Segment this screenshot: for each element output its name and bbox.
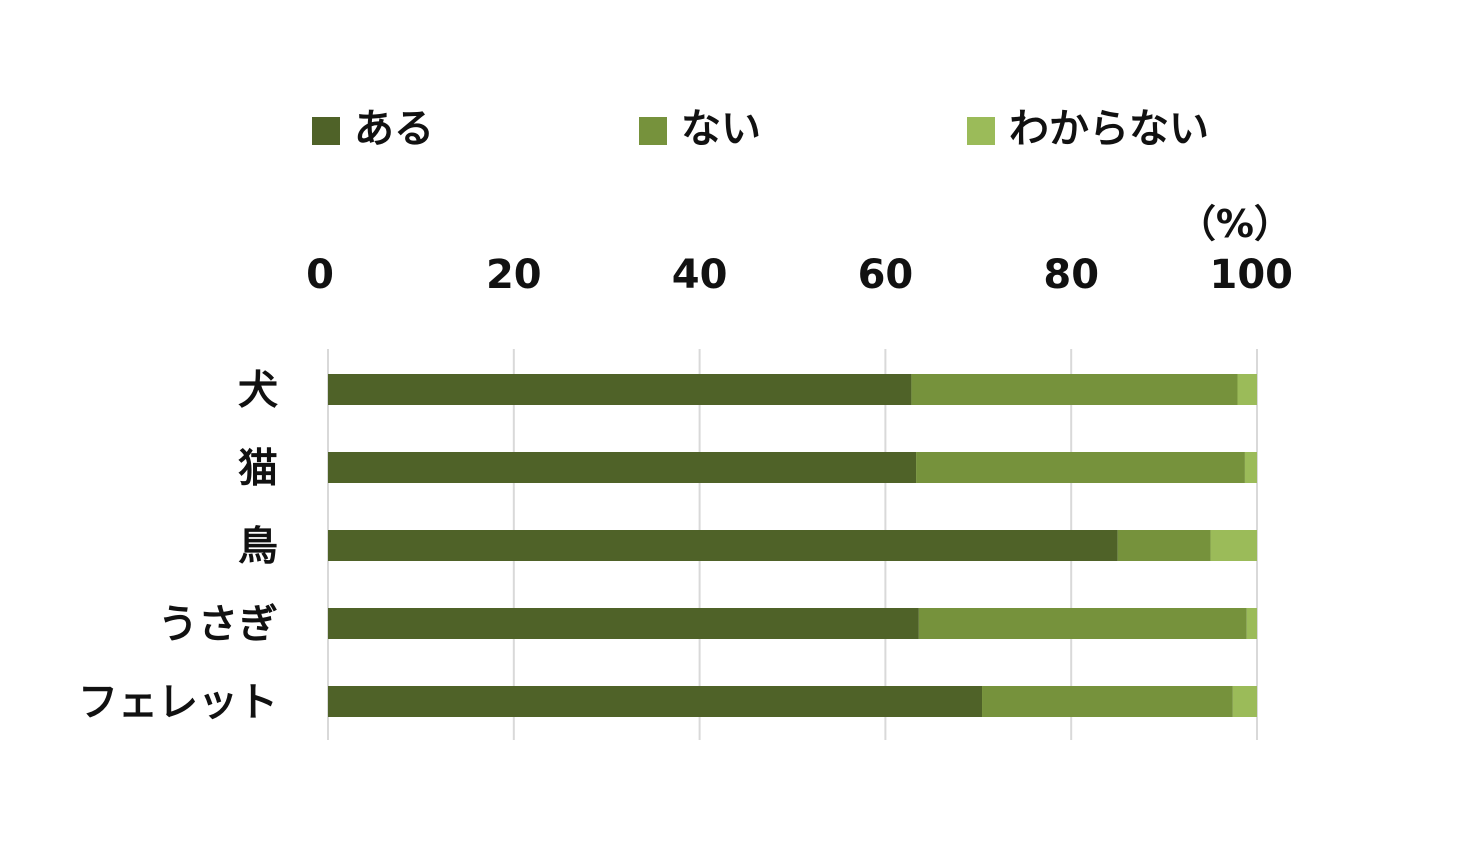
legend-item-aru: ある: [312, 106, 434, 152]
bar-segment: [328, 686, 983, 717]
legend-swatch-nai: [639, 117, 667, 145]
legend: ある ない わからない: [312, 106, 1209, 152]
x-tick-label: 0: [306, 252, 334, 298]
bar-segment: [918, 608, 1247, 639]
x-tick-label: 100: [1210, 252, 1294, 298]
x-tick-label: 20: [486, 252, 542, 298]
bar-segment: [1246, 608, 1257, 639]
category-label: 鳥: [238, 524, 278, 570]
bar-segment: [1210, 530, 1257, 561]
legend-item-wakaranai: わからない: [967, 106, 1209, 152]
bar-segment: [328, 452, 917, 483]
bar-segment: [328, 374, 912, 405]
bar-segment: [916, 452, 1245, 483]
bar-segment: [911, 374, 1238, 405]
bars: [328, 374, 1257, 717]
legend-label-nai: ない: [681, 106, 761, 152]
legend-label-wakaranai: わからない: [1009, 106, 1209, 152]
bar-segment: [982, 686, 1233, 717]
legend-item-nai: ない: [639, 106, 761, 152]
legend-swatch-wakaranai: [967, 117, 995, 145]
category-label: フェレット: [78, 680, 278, 726]
legend-label-aru: ある: [354, 106, 434, 152]
bar-segment: [1232, 686, 1257, 717]
x-tick-label: 40: [672, 252, 728, 298]
category-label: 猫: [238, 446, 278, 492]
bar-segment: [328, 608, 919, 639]
x-tick-label: 60: [858, 252, 914, 298]
bar-segment: [328, 530, 1118, 561]
bar-segment: [1237, 374, 1257, 405]
legend-swatch-aru: [312, 117, 340, 145]
category-label: うさぎ: [158, 602, 278, 648]
bar-segment: [1117, 530, 1211, 561]
category-label: 犬: [238, 368, 278, 414]
x-tick-label: 80: [1043, 252, 1099, 298]
x-axis-ticks: 0 20 40 60 80 100: [306, 252, 1293, 298]
bar-segment: [1244, 452, 1257, 483]
x-axis-unit-label: （%）: [1178, 202, 1292, 246]
